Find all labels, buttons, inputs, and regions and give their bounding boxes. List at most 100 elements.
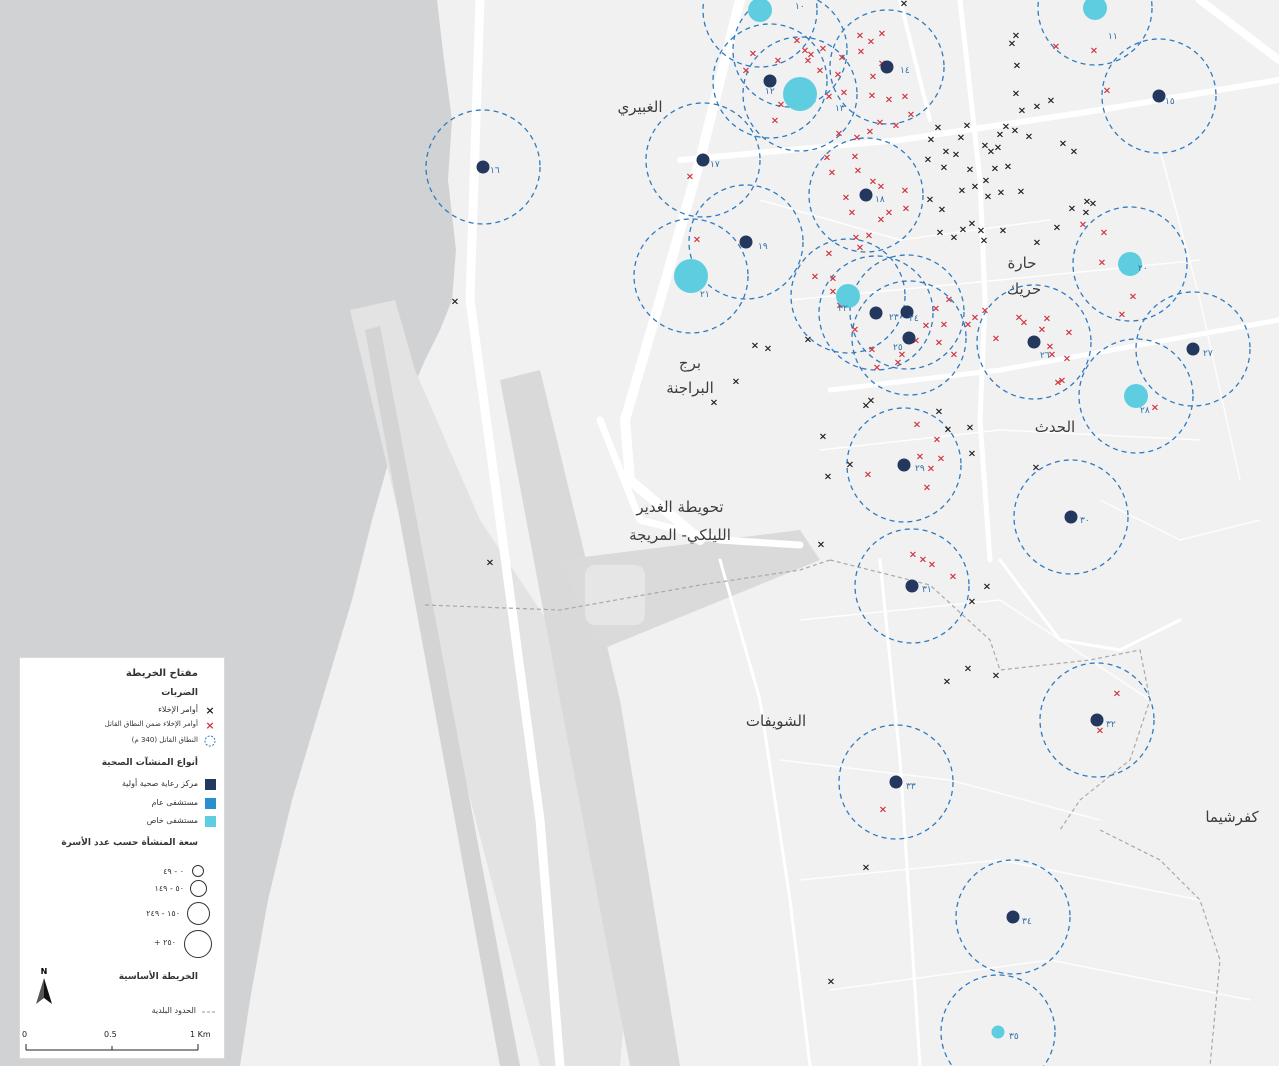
lethal-range-circle [702, 0, 818, 68]
facility-number-label: ١٢ [765, 87, 775, 97]
strike-inrange-marker: × [1043, 314, 1051, 325]
health-facilities[interactable] [476, 0, 1200, 1039]
airport [350, 300, 820, 1066]
strike-evac-marker: × [942, 147, 950, 158]
strike-inrange-marker: × [825, 249, 833, 260]
strike-evac-marker: × [940, 163, 948, 174]
facility-marker-primary-care[interactable] [1006, 910, 1020, 924]
facility-marker-primary-care[interactable] [902, 331, 916, 345]
facility-marker-primary-care[interactable] [696, 153, 710, 167]
facility-marker-primary-care[interactable] [1186, 342, 1200, 356]
strike-inrange-marker: × [873, 363, 881, 374]
facility-marker-primary-care[interactable] [1027, 335, 1041, 349]
scale-start-label: 0 [22, 1030, 28, 1039]
facility-marker-primary-care[interactable] [889, 775, 903, 789]
strike-inrange-marker: × [992, 334, 1000, 345]
strike-inrange-marker: × [1113, 689, 1121, 700]
facility-number-label: ١٦ [490, 166, 500, 176]
legend-cap-1-label: ٠ - ٤٩ [163, 867, 184, 876]
facility-marker-primary-care[interactable] [476, 160, 490, 174]
facility-marker-private-hospital[interactable] [836, 284, 860, 308]
facility-marker-private-hospital[interactable] [748, 0, 772, 22]
place-label-kfarchima: كفرشيما [1205, 808, 1259, 826]
strike-evac-marker: × [968, 449, 976, 460]
strike-inrange-marker: × [1098, 258, 1106, 269]
facility-marker-primary-care[interactable] [869, 306, 883, 320]
strike-evac-marker: × [963, 121, 971, 132]
facility-marker-primary-care[interactable] [897, 458, 911, 472]
strike-evac-marker: × [992, 671, 1000, 682]
strike-inrange-marker: × [825, 92, 833, 103]
north-arrow: N [34, 967, 54, 1010]
facility-marker-primary-care[interactable] [1090, 713, 1104, 727]
facility-marker-private-hospital[interactable] [1083, 0, 1107, 20]
strike-inrange-marker: × [686, 172, 694, 183]
facility-marker-primary-care[interactable] [880, 60, 894, 74]
facility-marker-primary-care[interactable] [739, 235, 753, 249]
legend-title: مفتاح الخريطة [125, 668, 198, 679]
facility-number-label: ٣٥ [1009, 1032, 1019, 1042]
strike-inrange-marker: × [877, 182, 885, 193]
strike-inrange-marker: × [1038, 325, 1046, 336]
strike-inrange-marker: × [950, 350, 958, 361]
strike-inrange-marker: × [835, 129, 843, 140]
strike-evac-marker: × [1025, 132, 1033, 143]
strike-inrange-marker: × [940, 320, 948, 331]
strike-inrange-marker: × [865, 231, 873, 242]
legend-boundary-icon [202, 1006, 216, 1018]
lethal-range-circle [732, 0, 848, 108]
strike-evac-marker: × [971, 182, 979, 193]
strike-evac-marker: × [451, 297, 459, 308]
strike-evac-marker: × [846, 460, 854, 471]
strike-inrange-marker: × [848, 208, 856, 219]
strike-evac-marker: × [486, 558, 494, 569]
facility-marker-primary-care[interactable] [1152, 89, 1166, 103]
lethal-range-circle [940, 974, 1056, 1066]
strike-evac-marker: × [862, 401, 870, 412]
facility-marker-private-hospital[interactable] [674, 259, 708, 293]
strike-inrange-marker: × [916, 452, 924, 463]
strike-inrange-marker: × [901, 92, 909, 103]
lethal-range-circle [1039, 662, 1155, 778]
facility-marker-primary-care[interactable] [763, 74, 777, 88]
facility-number-label: ١٥ [1165, 97, 1175, 107]
facility-marker-primary-care[interactable] [900, 305, 914, 319]
facility-number-label: ٢٥ [893, 343, 903, 353]
strike-inrange-marker: × [894, 358, 902, 369]
strike-evac-marker: × [1033, 238, 1041, 249]
facility-number-label: ١٧ [710, 160, 720, 170]
strike-evac-marker: × [924, 155, 932, 166]
facility-marker-primary-care[interactable] [1064, 510, 1078, 524]
facility-marker-private-hospital[interactable] [1124, 384, 1148, 408]
facility-marker-private-hospital[interactable] [991, 1025, 1005, 1039]
strike-inrange-marker: × [876, 118, 884, 129]
strike-evac-marker: × [1002, 122, 1010, 133]
strike-evac-marker: × [983, 582, 991, 593]
facility-number-label: ٢٢ [838, 304, 848, 314]
strike-inrange-marker: × [838, 53, 846, 64]
facility-number-label: ٣٠ [1080, 516, 1090, 526]
lethal-range-circle [712, 23, 828, 139]
strike-evac-marker: × [966, 165, 974, 176]
strike-inrange-marker: × [1151, 403, 1159, 414]
lethal-range-circle [818, 255, 934, 371]
facility-marker-private-hospital[interactable] [783, 77, 817, 111]
strike-evac-marker: × [958, 186, 966, 197]
facility-number-label: ١٤ [900, 66, 910, 76]
facility-marker-private-hospital[interactable] [1118, 252, 1142, 276]
lethal-range-circle [688, 184, 804, 300]
facility-marker-primary-care[interactable] [859, 188, 873, 202]
strike-inrange-marker: × [912, 336, 920, 347]
strike-inrange-marker: × [819, 44, 827, 55]
strike-evac-marker: × [804, 335, 812, 346]
scale-end-label: 1 Km [190, 1030, 211, 1039]
strike-inrange-marker: × [1090, 46, 1098, 57]
lethal-range-circle [976, 284, 1092, 400]
strike-inrange-marker: × [829, 274, 837, 285]
strike-inrange-marker: × [836, 301, 844, 312]
strike-inrange-marker: × [749, 49, 757, 60]
municipal-boundaries [424, 559, 1221, 1066]
facility-marker-primary-care[interactable] [905, 579, 919, 593]
strike-evac-marker: × [997, 188, 1005, 199]
legend-primary-care-swatch [204, 778, 216, 790]
